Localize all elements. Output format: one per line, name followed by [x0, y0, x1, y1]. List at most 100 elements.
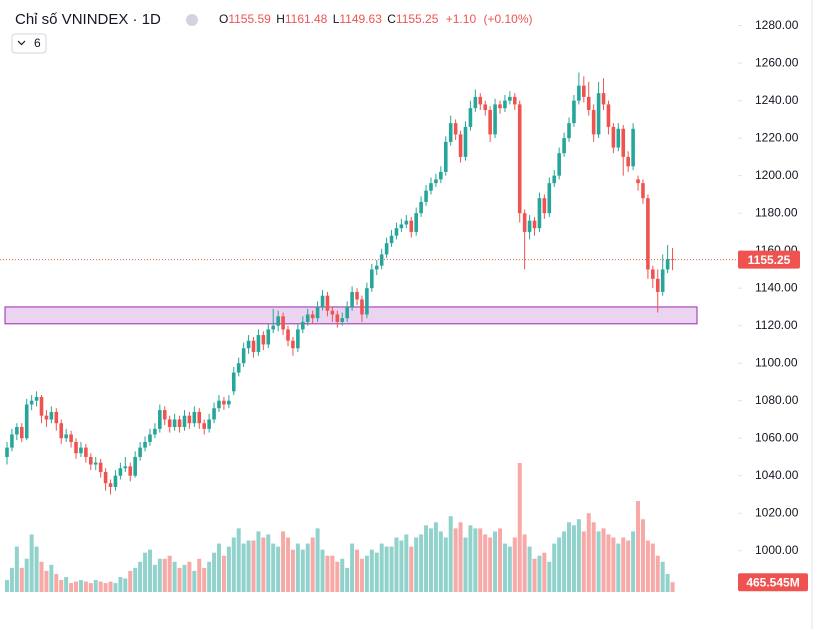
y-tick-label: 1200.00	[755, 168, 799, 182]
volume-bar	[246, 540, 251, 592]
candle-body	[646, 198, 650, 270]
volume-bar	[325, 555, 330, 592]
candle-body	[557, 153, 561, 176]
volume-bar	[241, 543, 246, 592]
volume-bar	[355, 549, 360, 592]
candle-body	[10, 434, 14, 448]
volume-bar	[216, 543, 221, 592]
volume-bar	[310, 537, 315, 592]
volume-bar	[143, 552, 148, 592]
candle-body	[187, 415, 192, 424]
candle-body	[424, 190, 428, 202]
candle-body	[586, 96, 591, 111]
volume-bar	[226, 546, 231, 592]
volume-bar	[591, 522, 596, 592]
candle-body	[325, 295, 330, 311]
candle-body	[601, 93, 606, 105]
volume-bar	[660, 561, 665, 592]
indicator-box[interactable]	[11, 33, 47, 54]
candle-body	[236, 363, 241, 373]
high-value: 1161.48	[285, 12, 328, 26]
volume-bar	[359, 558, 364, 592]
y-tick-label: 1000.00	[755, 543, 799, 557]
y-tick-label: 1100.00	[755, 355, 798, 369]
candle-body	[330, 310, 335, 315]
candle-body	[596, 93, 601, 135]
y-tick-label: 1220.00	[755, 130, 799, 144]
volume-bar	[428, 528, 433, 592]
high-letter: H	[276, 12, 285, 26]
candle-body	[374, 265, 379, 270]
candle-body	[631, 128, 635, 167]
indicator-toggle[interactable]: 6	[11, 33, 47, 54]
volume-bar	[527, 546, 532, 592]
candle-body	[463, 126, 468, 157]
volume-bar	[113, 583, 118, 592]
candle-body	[350, 291, 354, 307]
status-dot	[186, 14, 198, 26]
candle-body	[64, 434, 68, 439]
volume-bar	[187, 561, 192, 592]
candle-body	[552, 175, 557, 184]
volume-bar	[335, 561, 340, 592]
low-value: 1149.63	[339, 12, 382, 26]
support-zone	[4, 306, 698, 325]
candle-body	[458, 134, 463, 157]
open-letter: O	[219, 12, 228, 26]
volume-bar	[212, 552, 217, 592]
y-tick-label: 1020.00	[755, 505, 799, 519]
candle-body	[256, 335, 261, 352]
volume-bar	[374, 552, 379, 592]
volume-bar	[276, 546, 281, 592]
candle-body	[39, 396, 44, 416]
y-tick-label: 1140.00	[755, 280, 798, 294]
volume-bar	[389, 546, 394, 592]
volume-bar	[448, 516, 453, 592]
candle-body	[320, 295, 325, 307]
volume-bar	[379, 543, 384, 592]
volume-bar	[192, 570, 197, 592]
volume-bar	[498, 528, 502, 592]
volume-bar	[670, 582, 675, 592]
volume-bar	[636, 501, 641, 592]
volume-bar	[330, 555, 335, 592]
close-letter: C	[387, 12, 396, 26]
pane	[0, 72, 738, 592]
candle-body	[301, 321, 305, 330]
candle-body	[562, 138, 566, 154]
volume-bar	[29, 534, 34, 592]
volume-bar	[350, 543, 355, 592]
candle-body	[606, 104, 611, 127]
volume-bar	[5, 580, 9, 592]
volume-bar	[54, 573, 59, 592]
volume-bar	[364, 555, 369, 592]
candle-body	[162, 410, 167, 420]
volume-bar	[640, 519, 645, 592]
candle-body	[522, 213, 527, 232]
volume-bar	[138, 561, 143, 592]
candle-body	[345, 306, 349, 319]
volume-bar	[49, 564, 54, 592]
candle-body	[271, 325, 276, 330]
candle-body	[611, 126, 616, 148]
volume-bar	[221, 555, 226, 592]
candle-body	[665, 258, 670, 270]
volume-bar	[645, 540, 650, 592]
candle-body	[5, 447, 9, 457]
volume-bar	[251, 540, 256, 592]
candle-body	[261, 335, 266, 345]
volume-bar	[108, 581, 113, 592]
volume-bar	[567, 522, 572, 592]
candle-body	[276, 316, 280, 326]
candle-body	[655, 278, 660, 292]
volume-bar	[290, 549, 295, 592]
volume-bar	[202, 567, 207, 592]
candle-body	[636, 179, 640, 184]
volume-bar	[433, 522, 438, 592]
candle-body	[167, 419, 172, 427]
volume-bar	[384, 546, 389, 592]
volume-bar	[409, 546, 414, 592]
candle-body	[532, 220, 537, 229]
candle-body	[44, 415, 49, 420]
volume-bar	[522, 534, 527, 592]
